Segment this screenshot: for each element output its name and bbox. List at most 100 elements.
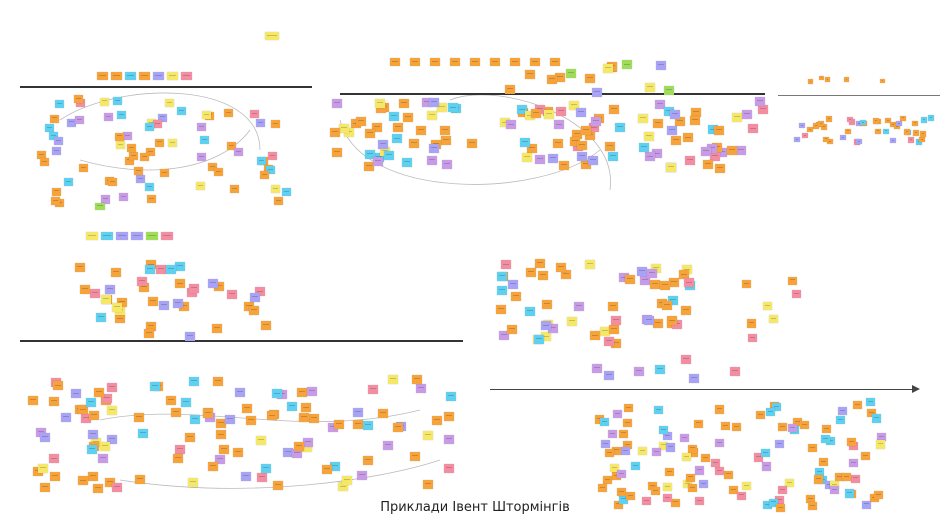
sticky-note[interactable] xyxy=(570,137,581,147)
sticky-note[interactable] xyxy=(78,476,89,486)
sticky-note[interactable] xyxy=(648,482,658,491)
sticky-note[interactable] xyxy=(912,130,919,136)
sticky-note[interactable] xyxy=(860,452,870,461)
sticky-note[interactable] xyxy=(806,126,813,133)
sticky-note[interactable] xyxy=(611,446,621,455)
sticky-note[interactable] xyxy=(88,471,99,481)
sticky-note[interactable] xyxy=(212,376,223,386)
sticky-note[interactable] xyxy=(690,107,701,117)
sticky-note[interactable] xyxy=(422,480,433,490)
sticky-note[interactable] xyxy=(681,355,692,365)
sticky-note[interactable] xyxy=(666,316,677,326)
sticky-note[interactable] xyxy=(296,387,307,397)
sticky-note[interactable] xyxy=(271,185,281,194)
sticky-note[interactable] xyxy=(388,375,399,385)
sticky-note[interactable] xyxy=(53,381,64,391)
sticky-note[interactable] xyxy=(495,305,506,315)
sticky-note[interactable] xyxy=(500,118,511,128)
sticky-note[interactable] xyxy=(685,156,696,166)
sticky-note[interactable] xyxy=(830,481,840,490)
sticky-note[interactable] xyxy=(167,72,178,80)
sticky-note[interactable] xyxy=(282,447,293,457)
sticky-note[interactable] xyxy=(521,153,532,163)
sticky-note[interactable] xyxy=(443,411,454,421)
sticky-note[interactable] xyxy=(761,462,771,471)
sticky-note[interactable] xyxy=(178,301,189,311)
sticky-note[interactable] xyxy=(670,498,680,507)
sticky-note[interactable] xyxy=(146,321,157,331)
sticky-note[interactable] xyxy=(505,85,516,95)
sticky-note[interactable] xyxy=(250,292,261,302)
sticky-note[interactable] xyxy=(104,477,115,487)
sticky-note[interactable] xyxy=(510,58,520,66)
sticky-note[interactable] xyxy=(714,125,725,135)
sticky-note[interactable] xyxy=(608,104,619,114)
sticky-note[interactable] xyxy=(534,155,545,165)
sticky-note[interactable] xyxy=(741,109,752,119)
sticky-note[interactable] xyxy=(426,155,437,165)
sticky-note[interactable] xyxy=(265,166,275,175)
sticky-note[interactable] xyxy=(918,136,925,143)
sticky-note[interactable] xyxy=(412,375,423,385)
sticky-note[interactable] xyxy=(896,120,903,127)
sticky-note[interactable] xyxy=(470,58,480,66)
sticky-note[interactable] xyxy=(693,419,703,428)
sticky-note[interactable] xyxy=(688,444,698,453)
sticky-note[interactable] xyxy=(274,196,284,205)
sticky-note[interactable] xyxy=(840,134,847,141)
sticky-note[interactable] xyxy=(548,324,559,334)
sticky-note[interactable] xyxy=(735,146,746,156)
sticky-note[interactable] xyxy=(353,420,364,430)
sticky-note[interactable] xyxy=(367,384,378,394)
sticky-note[interactable] xyxy=(111,482,122,492)
sticky-note[interactable] xyxy=(672,319,683,329)
sticky-note[interactable] xyxy=(88,411,99,421)
sticky-note[interactable] xyxy=(256,472,267,482)
sticky-note[interactable] xyxy=(437,102,448,112)
sticky-note[interactable] xyxy=(856,138,863,145)
sticky-note[interactable] xyxy=(410,452,421,462)
sticky-note[interactable] xyxy=(683,278,694,288)
sticky-note[interactable] xyxy=(337,482,348,492)
sticky-note[interactable] xyxy=(778,422,788,431)
sticky-note[interactable] xyxy=(652,318,663,328)
sticky-note[interactable] xyxy=(135,174,145,183)
sticky-note[interactable] xyxy=(355,117,366,127)
sticky-note[interactable] xyxy=(669,277,680,287)
sticky-note[interactable] xyxy=(603,370,614,380)
sticky-note[interactable] xyxy=(688,483,698,493)
sticky-note[interactable] xyxy=(511,292,522,302)
sticky-note[interactable] xyxy=(203,409,214,419)
sticky-note[interactable] xyxy=(847,437,857,447)
sticky-note[interactable] xyxy=(45,124,55,133)
sticky-note[interactable] xyxy=(372,157,383,167)
sticky-note[interactable] xyxy=(622,441,632,450)
sticky-note[interactable] xyxy=(214,168,224,177)
sticky-note[interactable] xyxy=(125,72,136,80)
sticky-note[interactable] xyxy=(585,73,596,83)
sticky-note[interactable] xyxy=(430,58,440,66)
sticky-note[interactable] xyxy=(216,418,226,428)
sticky-note[interactable] xyxy=(508,280,519,290)
sticky-note[interactable] xyxy=(139,72,150,80)
sticky-note[interactable] xyxy=(742,481,752,490)
sticky-note[interactable] xyxy=(652,447,662,456)
sticky-note[interactable] xyxy=(680,305,691,315)
sticky-note[interactable] xyxy=(134,412,145,422)
sticky-note[interactable] xyxy=(145,183,155,192)
sticky-note[interactable] xyxy=(540,332,551,342)
sticky-note[interactable] xyxy=(145,122,155,131)
sticky-note[interactable] xyxy=(683,133,694,143)
sticky-note[interactable] xyxy=(388,112,399,122)
sticky-note[interactable] xyxy=(144,264,155,274)
sticky-note[interactable] xyxy=(622,419,632,428)
sticky-note[interactable] xyxy=(784,478,794,487)
sticky-note[interactable] xyxy=(646,269,657,279)
sticky-note[interactable] xyxy=(613,410,623,419)
sticky-note[interactable] xyxy=(421,97,432,107)
sticky-note[interactable] xyxy=(226,289,237,299)
sticky-note[interactable] xyxy=(157,113,167,122)
sticky-note[interactable] xyxy=(357,470,368,480)
sticky-note[interactable] xyxy=(835,472,844,481)
sticky-note[interactable] xyxy=(663,86,674,96)
